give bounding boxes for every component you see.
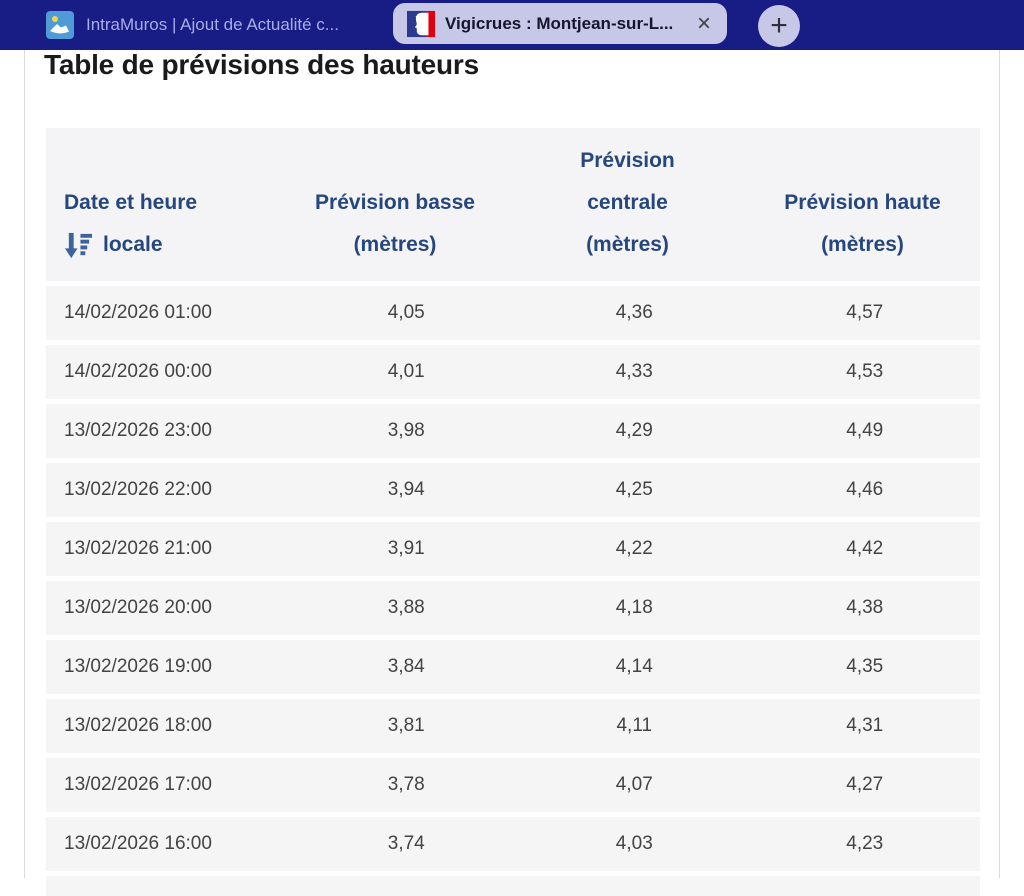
cell-value: 4,38 bbox=[846, 597, 884, 618]
cell-value: 4,31 bbox=[846, 715, 884, 736]
header-line: (mètres) bbox=[821, 233, 904, 256]
cell-datetime: 13/02/2026 17:00 bbox=[64, 774, 212, 795]
cell-value: 4,36 bbox=[615, 302, 653, 323]
cell-value: 3,88 bbox=[387, 597, 425, 618]
cell-value: 4,29 bbox=[615, 420, 653, 441]
cell-datetime: 13/02/2026 22:00 bbox=[64, 479, 212, 500]
marianne-favicon-icon bbox=[407, 10, 435, 37]
page-title: Table de prévisions des hauteurs bbox=[44, 49, 479, 80]
header-prevision-haute: Prévision haute (mètres) bbox=[745, 182, 980, 266]
page-left-border bbox=[24, 50, 25, 878]
cell-value: 3,94 bbox=[387, 479, 425, 500]
intramuros-favicon-icon bbox=[46, 11, 74, 39]
tab-intramuros[interactable]: IntraMuros | Ajout de Actualité c... bbox=[46, 0, 339, 50]
table-row: 13/02/2026 20:00 3,88 4,18 4,38 bbox=[46, 581, 980, 635]
cell-value: 4,11 bbox=[616, 715, 653, 736]
header-line: centrale bbox=[587, 191, 668, 214]
header-line: Prévision bbox=[580, 149, 675, 172]
table-row: 13/02/2026 17:00 3,78 4,07 4,27 bbox=[46, 758, 980, 812]
cell-value: 4,46 bbox=[846, 479, 884, 500]
cell-value: 4,57 bbox=[846, 302, 884, 323]
forecast-table: Date et heure locale bbox=[46, 128, 980, 896]
cell-datetime: 13/02/2026 20:00 bbox=[64, 597, 212, 618]
header-line: (mètres) bbox=[353, 233, 437, 256]
cell-value: 4,33 bbox=[615, 361, 653, 382]
tab-title: IntraMuros | Ajout de Actualité c... bbox=[86, 15, 339, 34]
cell-value: 3,91 bbox=[387, 538, 425, 559]
cell-value: 4,42 bbox=[846, 538, 884, 559]
cell-value: 4,25 bbox=[615, 479, 653, 500]
table-body: 14/02/2026 01:00 4,05 4,36 4,57 14/02/2026 0… bbox=[46, 286, 980, 871]
header-date-heure-locale[interactable]: Date et heure locale bbox=[46, 182, 280, 266]
header-line: (mètres) bbox=[586, 233, 669, 256]
cell-value: 4,01 bbox=[387, 361, 425, 382]
table-header: Date et heure locale bbox=[46, 128, 980, 281]
header-prevision-basse: Prévision basse (mètres) bbox=[280, 182, 510, 266]
header-line: Prévision basse bbox=[315, 191, 475, 214]
cell-value: 4,53 bbox=[846, 361, 884, 382]
table-row: 13/02/2026 16:00 3,74 4,03 4,23 bbox=[46, 817, 980, 871]
header-line: locale bbox=[103, 233, 163, 256]
cell-datetime: 13/02/2026 16:00 bbox=[64, 833, 212, 854]
cell-value: 3,74 bbox=[387, 833, 425, 854]
table-row: 13/02/2026 22:00 3,94 4,25 4,46 bbox=[46, 463, 980, 517]
cell-value: 4,05 bbox=[387, 302, 425, 323]
cell-value: 4,23 bbox=[846, 833, 884, 854]
tab-vigicrues[interactable]: Vigicrues : Montjean-sur-L... × bbox=[393, 3, 727, 44]
tab-title: Vigicrues : Montjean-sur-L... bbox=[445, 13, 674, 33]
cell-value: 4,07 bbox=[615, 774, 653, 795]
table-row: 14/02/2026 00:00 4,01 4,33 4,53 bbox=[46, 345, 980, 399]
cell-value: 3,81 bbox=[387, 715, 425, 736]
page-right-border bbox=[999, 50, 1000, 878]
cell-datetime: 13/02/2026 19:00 bbox=[64, 656, 212, 677]
table-row: 13/02/2026 23:00 3,98 4,29 4,49 bbox=[46, 404, 980, 458]
table-row: 14/02/2026 01:00 4,05 4,36 4,57 bbox=[46, 286, 980, 340]
cell-value: 3,84 bbox=[387, 656, 425, 677]
cell-datetime: 13/02/2026 18:00 bbox=[64, 715, 212, 736]
new-tab-button[interactable]: + bbox=[758, 5, 800, 47]
cell-value: 4,03 bbox=[615, 833, 653, 854]
browser-tab-bar: IntraMuros | Ajout de Actualité c... Vig… bbox=[0, 0, 1024, 50]
cell-datetime: 13/02/2026 21:00 bbox=[64, 538, 212, 559]
cell-value: 4,18 bbox=[615, 597, 653, 618]
table-row: 13/02/2026 21:00 3,91 4,22 4,42 bbox=[46, 522, 980, 576]
header-line: Date et heure bbox=[64, 191, 198, 214]
cell-datetime: 14/02/2026 00:00 bbox=[64, 361, 212, 382]
cell-datetime: 14/02/2026 01:00 bbox=[64, 302, 212, 323]
close-tab-icon[interactable]: × bbox=[696, 9, 711, 37]
header-prevision-centrale: Prévision centrale (mètres) bbox=[510, 140, 745, 266]
cell-value: 4,35 bbox=[846, 656, 884, 677]
cell-value: 3,98 bbox=[387, 420, 425, 441]
cell-value: 4,49 bbox=[846, 420, 884, 441]
cell-value: 4,27 bbox=[846, 774, 884, 795]
table-row: 13/02/2026 18:00 3,81 4,11 4,31 bbox=[46, 699, 980, 753]
cell-datetime: 13/02/2026 23:00 bbox=[64, 420, 212, 441]
cell-value: 4,14 bbox=[615, 656, 653, 677]
cell-value: 3,78 bbox=[387, 774, 425, 795]
table-row: 13/02/2026 19:00 3,84 4,14 4,35 bbox=[46, 640, 980, 694]
header-line: Prévision haute bbox=[784, 191, 941, 214]
sort-descending-icon[interactable] bbox=[64, 231, 93, 260]
cell-value: 4,22 bbox=[615, 538, 653, 559]
table-row-partial bbox=[46, 876, 980, 896]
